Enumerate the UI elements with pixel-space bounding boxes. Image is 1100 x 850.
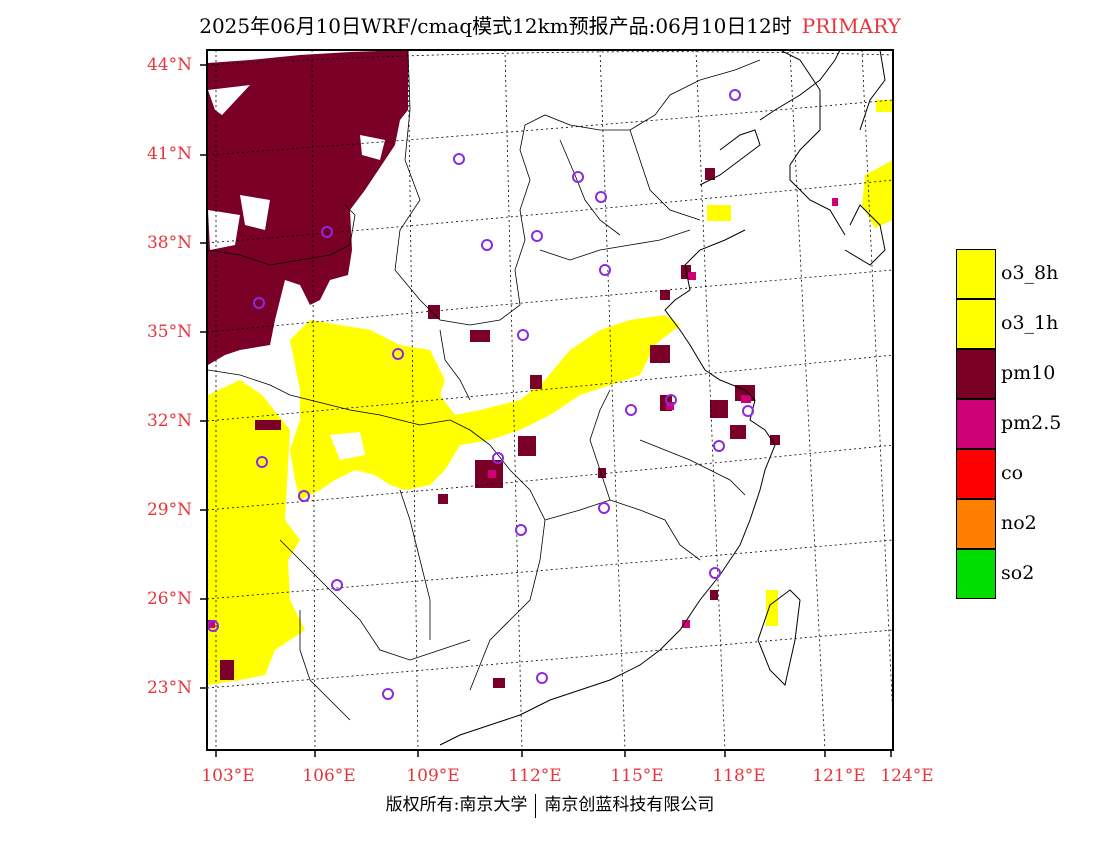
o3-patch-northeast [862, 160, 893, 228]
graticule [207, 50, 893, 750]
lat-label-29n: 29°N [146, 500, 192, 520]
lat-label-23n: 23°N [146, 678, 192, 698]
legend-swatch [956, 499, 996, 549]
coastline [439, 50, 886, 746]
legend-label: no2 [1001, 512, 1037, 534]
legend-item-no2: no2 [956, 499, 1086, 549]
map-frame [206, 49, 894, 751]
pollutant-legend: o3_8h o3_1h pm10 pm2.5 co no2 so2 [956, 249, 1086, 599]
copyright-right: 南京创蓝科技有限公司 [544, 795, 715, 815]
legend-label: o3_8h [1001, 262, 1059, 284]
lat-label-35n: 35°N [146, 322, 192, 342]
legend-label: pm10 [1001, 362, 1056, 384]
copyright-divider [535, 793, 537, 818]
lon-label-124e: 124°E [880, 766, 934, 786]
copyright-footer: 版权所有:南京大学 南京创蓝科技有限公司 [0, 790, 1100, 818]
legend-swatch [956, 249, 996, 299]
legend-item-so2: so2 [956, 549, 1086, 599]
legend-label: co [1001, 462, 1024, 484]
legend-item-pm10: pm10 [956, 349, 1086, 399]
title-tag: PRIMARY [801, 14, 901, 38]
axis-ticks [200, 64, 892, 757]
legend-swatch [956, 399, 996, 449]
lon-label-118e: 118°E [712, 766, 766, 786]
legend-item-o3-8h: o3_8h [956, 249, 1086, 299]
lat-label-26n: 26°N [146, 589, 192, 609]
pm10-region-northwest [208, 50, 408, 365]
o3-region-sichuan [290, 315, 680, 500]
legend-swatch [956, 449, 996, 499]
title-main: 2025年06月10日WRF/cmaq模式12km预报产品:06月10日12时 [199, 14, 792, 38]
legend-label: o3_1h [1001, 312, 1059, 334]
legend-label: so2 [1001, 562, 1035, 584]
copyright-left: 版权所有:南京大学 [385, 795, 528, 815]
lon-label-115e: 115°E [610, 766, 664, 786]
legend-item-co: co [956, 449, 1086, 499]
map-title: 2025年06月10日WRF/cmaq模式12km预报产品:06月10日12时 P… [0, 10, 1100, 39]
legend-swatch [956, 299, 996, 349]
lat-label-44n: 44°N [146, 55, 192, 75]
lon-label-112e: 112°E [508, 766, 562, 786]
lon-label-106e: 106°E [302, 766, 356, 786]
lat-label-38n: 38°N [146, 233, 192, 253]
station-markers [207, 89, 754, 700]
lon-label-103e: 103°E [201, 766, 255, 786]
legend-label: pm2.5 [1001, 412, 1062, 434]
legend-swatch [956, 349, 996, 399]
legend-item-pm25: pm2.5 [956, 399, 1086, 449]
legend-swatch [956, 549, 996, 599]
lat-label-32n: 32°N [146, 411, 192, 431]
lat-label-41n: 41°N [146, 144, 192, 164]
o3-region-west [208, 380, 305, 685]
province-boundaries [207, 50, 761, 721]
pm25-patches [207, 198, 838, 628]
lon-label-109e: 109°E [406, 766, 460, 786]
legend-item-o3-1h: o3_1h [956, 299, 1086, 349]
lon-label-121e: 121°E [812, 766, 866, 786]
